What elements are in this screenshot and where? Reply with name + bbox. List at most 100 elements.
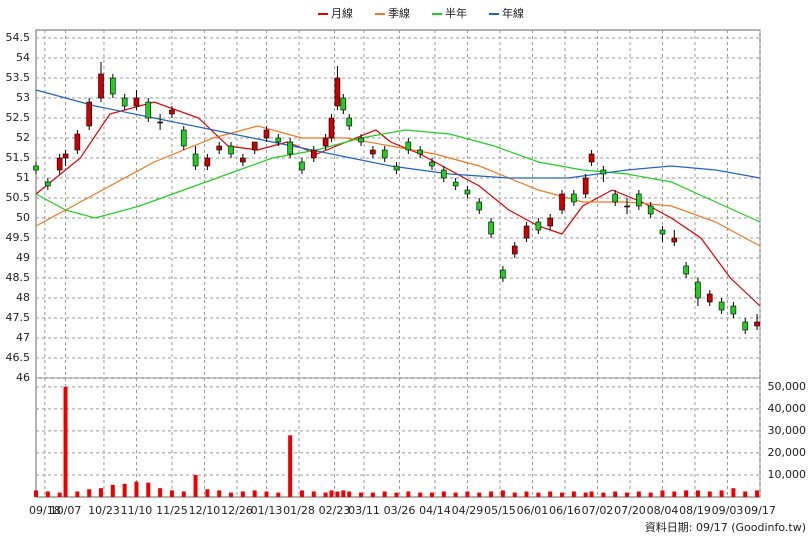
- volume-bar: [329, 490, 334, 497]
- y-tick-label: 51: [16, 171, 30, 184]
- y-tick-label: 53.5: [6, 71, 31, 84]
- volume-bar: [335, 491, 340, 497]
- candle-body: [169, 109, 175, 115]
- volume-bar: [571, 491, 576, 497]
- x-tick-label: 08/19: [679, 504, 711, 517]
- candle-body: [683, 265, 689, 275]
- candle-body: [263, 129, 270, 139]
- candle-body: [346, 117, 353, 127]
- x-tick-label: 11/25: [156, 504, 188, 517]
- candle-body: [742, 321, 749, 331]
- candle-body: [706, 293, 713, 303]
- candle-body: [121, 97, 128, 107]
- y-tick-label: 52.5: [6, 111, 31, 124]
- ma-line: [35, 89, 761, 179]
- volume-bar: [299, 490, 304, 497]
- volume-bar: [276, 492, 281, 497]
- candle-body: [624, 205, 630, 208]
- volume-bar: [512, 492, 517, 497]
- volume-bar: [75, 491, 80, 497]
- y-tick-label: 51.5: [6, 151, 31, 164]
- candle-body: [334, 77, 341, 107]
- candle-body: [523, 225, 530, 239]
- volume-tick-label: 30,000: [768, 424, 807, 437]
- candle-body: [45, 181, 51, 187]
- candle-body: [133, 97, 140, 107]
- x-tick-label: 12/26: [221, 504, 253, 517]
- y-tick-label: 52: [16, 131, 30, 144]
- candle-body: [393, 165, 400, 171]
- candle-body: [535, 221, 542, 231]
- candle-body: [251, 141, 258, 151]
- volume-bar: [169, 490, 174, 497]
- candle-body: [62, 153, 69, 159]
- ma-line: [35, 129, 761, 223]
- candle-body: [299, 161, 305, 171]
- x-tick-label: 01/28: [283, 504, 315, 517]
- volume-bar: [636, 491, 641, 497]
- volume-bar: [45, 491, 50, 497]
- volume-bar: [589, 491, 594, 497]
- volume-bar: [264, 491, 269, 497]
- x-tick-label: 02/23: [319, 504, 351, 517]
- y-tick-label: 54.5: [6, 31, 31, 44]
- volume-tick-label: 10,000: [768, 468, 807, 481]
- candle-body: [754, 321, 760, 327]
- candle-body: [476, 201, 483, 211]
- candle-body: [429, 161, 435, 167]
- x-tick-label: 04/29: [452, 504, 484, 517]
- volume-bar: [87, 489, 92, 497]
- candle-body: [452, 181, 459, 187]
- volume-bar: [500, 490, 505, 497]
- y-tick-label: 46: [16, 371, 30, 384]
- candle-body: [74, 133, 81, 151]
- candle-body: [559, 193, 565, 211]
- x-tick-label: 09/17: [744, 504, 776, 517]
- candle-body: [98, 73, 104, 99]
- candle-body: [322, 137, 329, 147]
- candle-body: [571, 193, 577, 203]
- candle-body: [86, 101, 92, 127]
- volume-bar: [441, 491, 446, 497]
- y-tick-label: 46.5: [6, 351, 31, 364]
- volume-bar: [465, 491, 470, 497]
- candle-body: [228, 145, 234, 155]
- volume-bar: [359, 492, 364, 497]
- y-tick-label: 50: [16, 211, 30, 224]
- volume-bar: [370, 492, 375, 497]
- candle-body: [730, 305, 737, 315]
- candle-body: [659, 229, 666, 235]
- footer: 資料日期: 09/17 (Goodinfo.tw): [645, 520, 806, 534]
- y-tick-label: 47.5: [6, 311, 31, 324]
- volume-bar: [288, 435, 293, 497]
- candle-body: [547, 217, 553, 227]
- volume-bar: [229, 492, 234, 497]
- volume-bar: [406, 491, 411, 497]
- volume-bar: [477, 492, 482, 497]
- candle-body: [216, 145, 223, 151]
- volume-bar: [625, 492, 630, 497]
- candle-body: [204, 157, 211, 167]
- x-tick-label: 09/18: [29, 504, 61, 517]
- candle-body: [370, 149, 376, 155]
- volume-bar: [648, 492, 653, 497]
- legend-label: 月線: [331, 6, 353, 20]
- volume-bar: [240, 491, 245, 497]
- volume-bar: [134, 481, 139, 497]
- volume-bar: [146, 482, 151, 497]
- volume-bar: [743, 491, 748, 497]
- volume-bar: [347, 491, 352, 497]
- x-tick-label: 09/03: [712, 504, 744, 517]
- x-tick-label: 12/10: [189, 504, 221, 517]
- volume-bar: [193, 474, 198, 497]
- candle-body: [511, 245, 518, 255]
- candle-body: [588, 153, 595, 163]
- candle-body: [488, 221, 494, 235]
- volume-tick-label: 40,000: [768, 402, 807, 415]
- volume-bar: [524, 491, 529, 497]
- volume-bar: [672, 491, 677, 497]
- y-tick-label: 50.5: [6, 191, 31, 204]
- volume-tick-label: 50,000: [768, 380, 807, 393]
- x-tick-label: 06/16: [549, 504, 581, 517]
